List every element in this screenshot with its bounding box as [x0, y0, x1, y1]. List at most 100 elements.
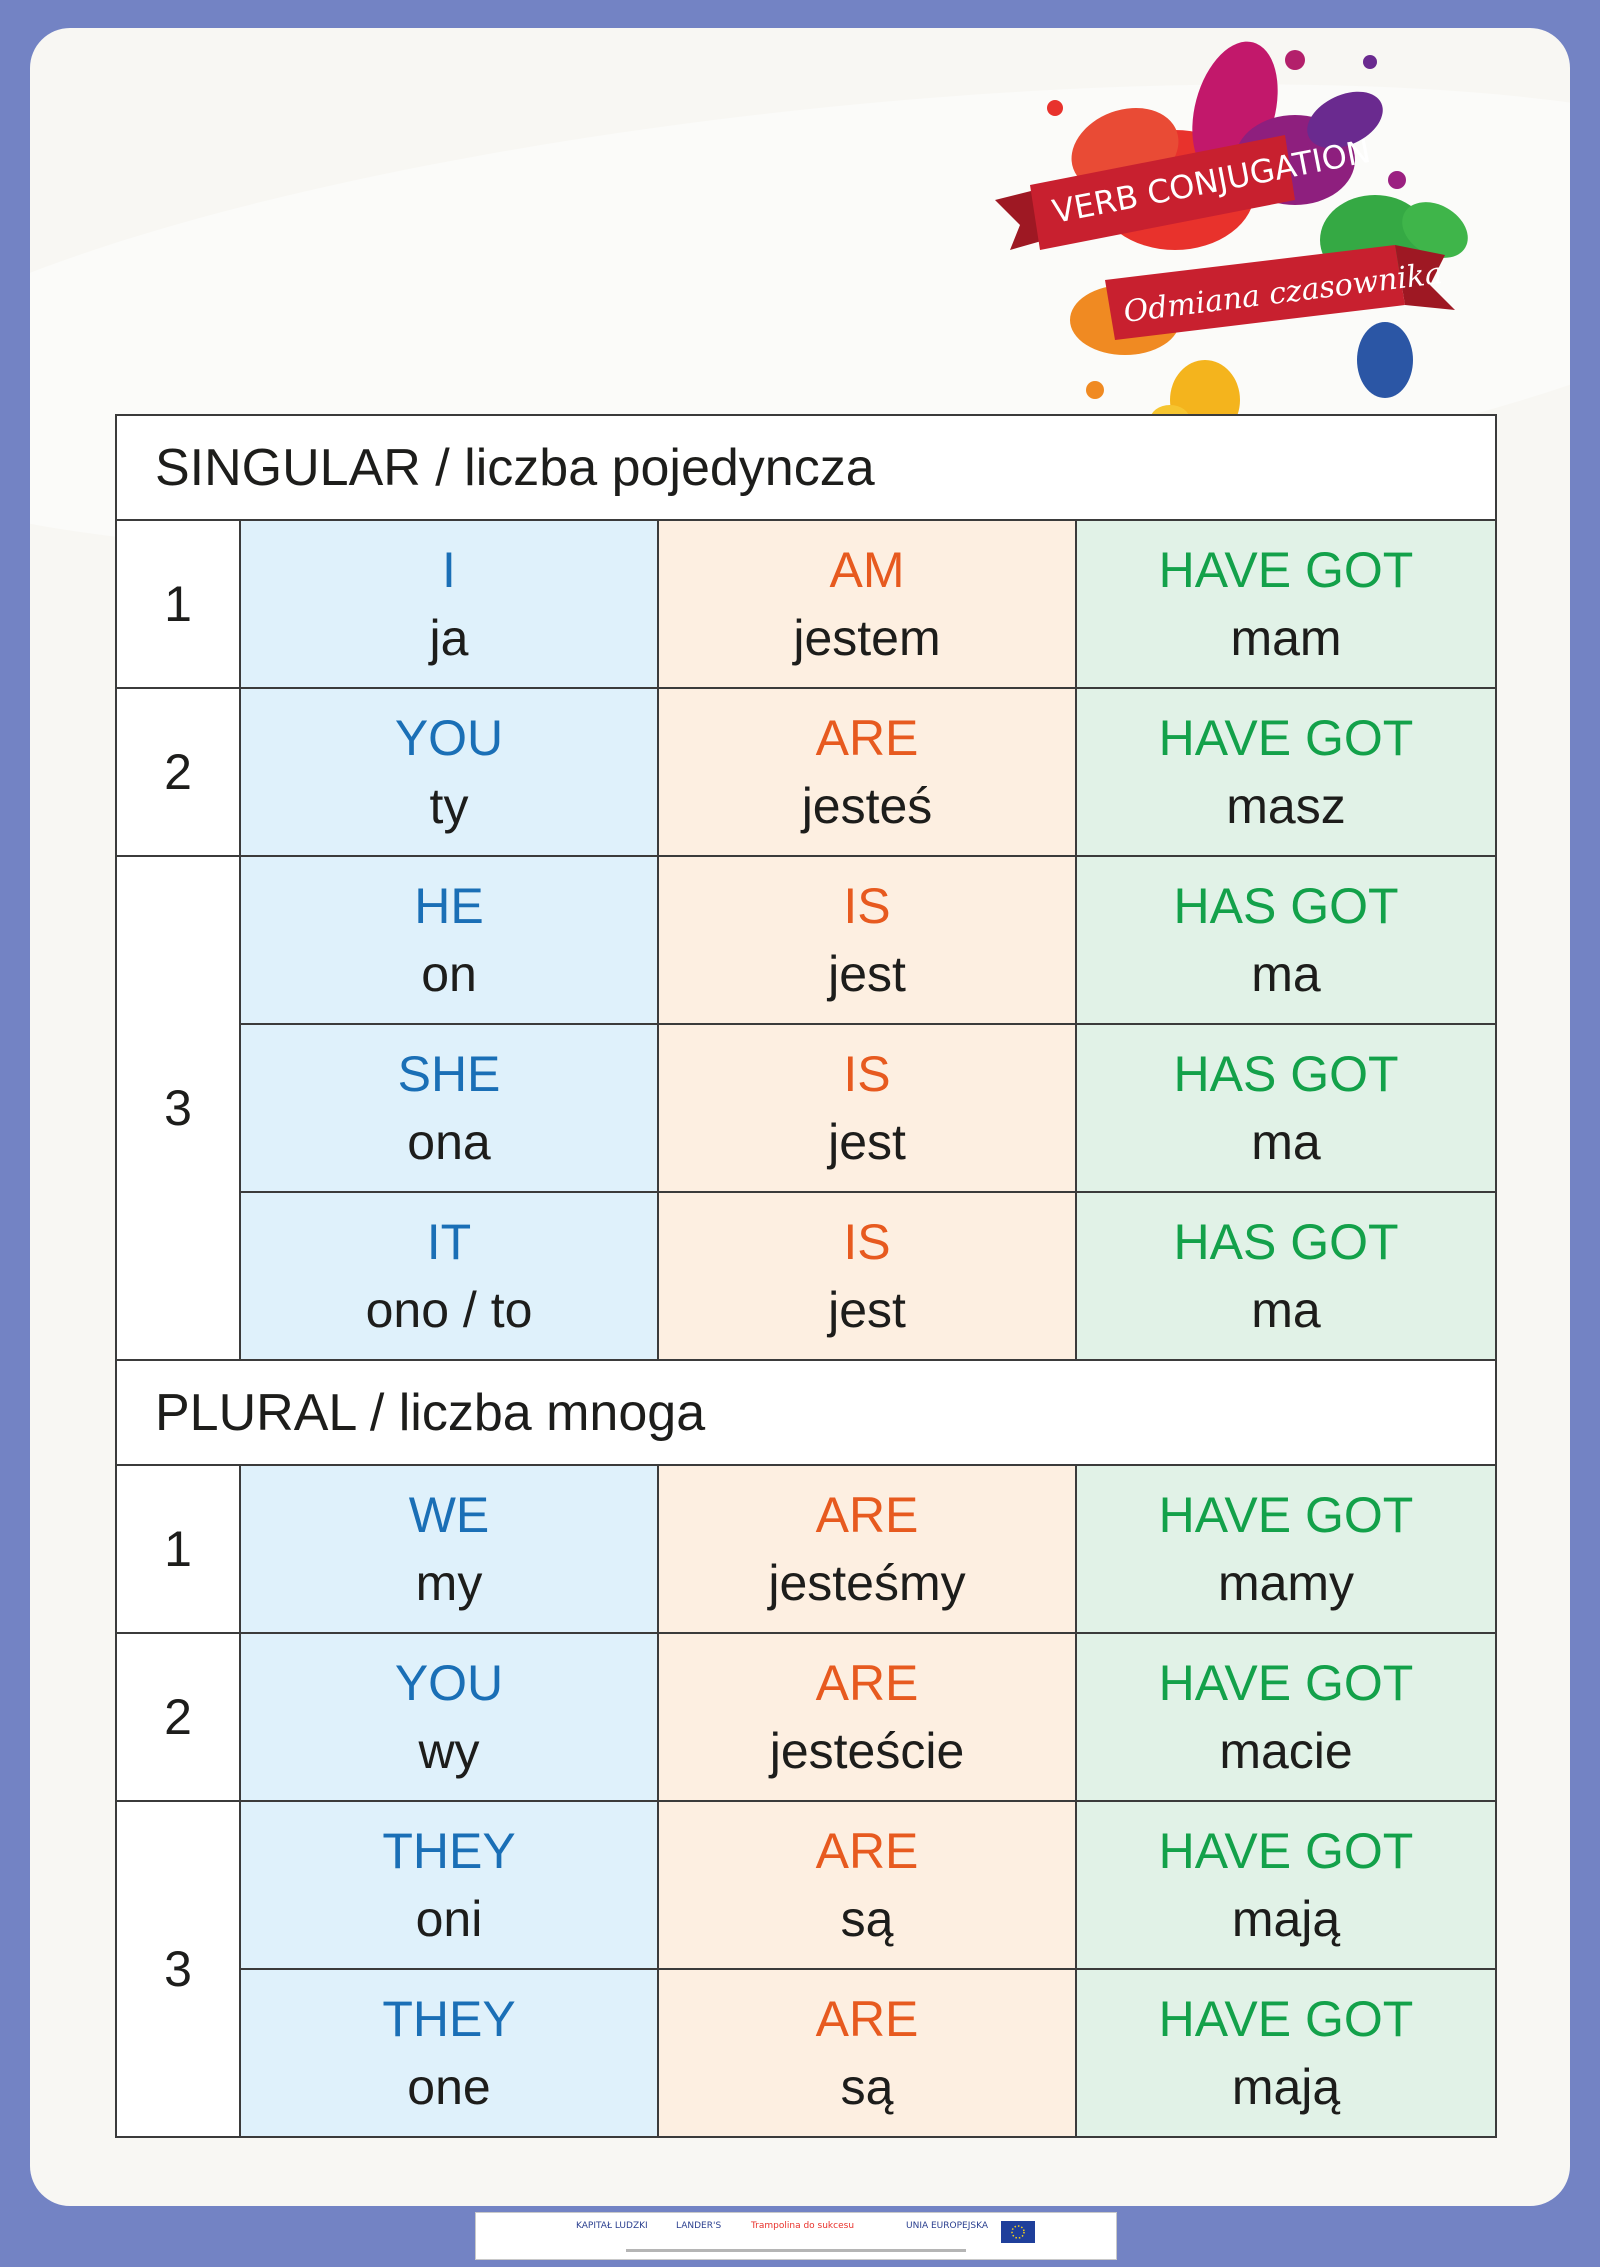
- pronoun-cell: I ja: [239, 519, 659, 689]
- to-be-english: IS: [843, 878, 891, 934]
- have-got-english: HAVE GOT: [1158, 542, 1414, 598]
- to-be-polish: są: [840, 2059, 894, 2115]
- pronoun-english: HE: [414, 878, 484, 934]
- to-be-english: ARE: [815, 1655, 919, 1711]
- conjugation-table: SINGULAR / liczba pojedyncza 1 I ja AM j…: [114, 414, 1498, 2138]
- to-be-polish: jesteście: [769, 1723, 965, 1779]
- have-got-english: HAVE GOT: [1158, 1487, 1414, 1543]
- have-got-polish: ma: [1251, 1282, 1321, 1338]
- pronoun-english: SHE: [397, 1046, 501, 1102]
- table-row: 1 WE my ARE jesteśmy HAVE GOT mamy: [115, 1464, 1498, 1634]
- pronoun-english: THEY: [382, 1823, 516, 1879]
- landers-logo: LANDER'S: [676, 2221, 722, 2231]
- have-got-cell: HAVE GOT masz: [1074, 687, 1498, 857]
- to-be-english: AM: [829, 542, 905, 598]
- to-be-cell: ARE są: [657, 1968, 1077, 2138]
- pronoun-polish: ono / to: [365, 1282, 533, 1338]
- pronoun-polish: wy: [418, 1723, 480, 1779]
- person-number: 3: [115, 855, 241, 1361]
- have-got-cell: HAVE GOT mam: [1074, 519, 1498, 689]
- have-got-cell: HAS GOT ma: [1074, 855, 1498, 1025]
- have-got-english: HAVE GOT: [1158, 710, 1414, 766]
- pronoun-cell: YOU wy: [239, 1632, 659, 1802]
- to-be-cell: ARE są: [657, 1800, 1077, 1970]
- pronoun-english: WE: [408, 1487, 490, 1543]
- table-row: 2 YOU wy ARE jesteście HAVE GOT macie: [115, 1632, 1498, 1802]
- pronoun-english: THEY: [382, 1991, 516, 2047]
- paint-splash-icon: [1047, 41, 1468, 440]
- to-be-english: IS: [843, 1214, 891, 1270]
- have-got-english: HAVE GOT: [1158, 1991, 1414, 2047]
- to-be-polish: jestem: [793, 610, 941, 666]
- to-be-english: IS: [843, 1046, 891, 1102]
- to-be-cell: IS jest: [657, 1191, 1077, 1361]
- table-row: SHE ona IS jest HAS GOT ma: [116, 1023, 1498, 1193]
- to-be-polish: jesteśmy: [768, 1555, 966, 1611]
- table-row: IT ono / to IS jest HAS GOT ma: [116, 1191, 1498, 1361]
- trampolina-logo: Trampolina do sukcesu: [751, 2221, 855, 2231]
- have-got-english: HAS GOT: [1173, 878, 1399, 934]
- pronoun-cell: SHE ona: [239, 1023, 659, 1193]
- table-row: 3 THEY oni ARE są HAVE GOT mają: [115, 1800, 1498, 2138]
- pronoun-english: YOU: [394, 710, 504, 766]
- have-got-polish: ma: [1251, 1114, 1321, 1170]
- pronoun-english: I: [442, 542, 456, 598]
- to-be-cell: IS jest: [657, 855, 1077, 1025]
- plural-header-row: PLURAL / liczba mnoga: [114, 1359, 1498, 1466]
- pronoun-polish: ona: [407, 1114, 491, 1170]
- to-be-cell: ARE jesteście: [657, 1632, 1077, 1802]
- pronoun-cell: THEY oni: [239, 1800, 659, 1970]
- pronoun-english: YOU: [394, 1655, 504, 1711]
- singular-header: SINGULAR / liczba pojedyncza: [114, 414, 1498, 521]
- person-number: 2: [115, 687, 241, 857]
- to-be-english: ARE: [815, 1487, 919, 1543]
- table-row: 3 HE on IS jest HAS GOT ma: [115, 855, 1498, 1361]
- pronoun-polish: my: [415, 1555, 483, 1611]
- to-be-cell: ARE jesteś: [657, 687, 1077, 857]
- have-got-cell: HAS GOT ma: [1074, 1191, 1498, 1361]
- pronoun-cell: YOU ty: [239, 687, 659, 857]
- to-be-cell: ARE jesteśmy: [657, 1464, 1077, 1634]
- pronoun-polish: on: [421, 946, 477, 1002]
- to-be-polish: jest: [828, 1114, 906, 1170]
- fine-print-line: [626, 2249, 966, 2252]
- plural-header: PLURAL / liczba mnoga: [114, 1359, 1498, 1466]
- have-got-cell: HAVE GOT mamy: [1074, 1464, 1498, 1634]
- pronoun-polish: ja: [429, 610, 469, 666]
- to-be-polish: są: [840, 1891, 894, 1947]
- have-got-polish: macie: [1219, 1723, 1353, 1779]
- have-got-cell: HAVE GOT mają: [1074, 1800, 1498, 1970]
- pronoun-cell: IT ono / to: [239, 1191, 659, 1361]
- singular-header-row: SINGULAR / liczba pojedyncza: [114, 414, 1498, 521]
- to-be-english: ARE: [815, 710, 919, 766]
- have-got-english: HAS GOT: [1173, 1046, 1399, 1102]
- have-got-english: HAVE GOT: [1158, 1655, 1414, 1711]
- to-be-english: ARE: [815, 1823, 919, 1879]
- person-number: 1: [115, 1464, 241, 1634]
- person-number: 1: [115, 519, 241, 689]
- to-be-polish: jest: [828, 946, 906, 1002]
- to-be-cell: IS jest: [657, 1023, 1077, 1193]
- pronoun-cell: WE my: [239, 1464, 659, 1634]
- pronoun-polish: oni: [415, 1891, 483, 1947]
- have-got-polish: mamy: [1217, 1555, 1355, 1611]
- have-got-english: HAVE GOT: [1158, 1823, 1414, 1879]
- eu-flag-icon: [1001, 2221, 1035, 2243]
- have-got-polish: masz: [1226, 778, 1346, 834]
- table-row: THEY one ARE są HAVE GOT mają: [116, 1968, 1498, 2138]
- sponsor-logo-strip: KAPITAŁ LUDZKI LANDER'S Trampolina do su…: [475, 2212, 1117, 2260]
- to-be-polish: jest: [828, 1282, 906, 1338]
- person-number: 2: [115, 1632, 241, 1802]
- table-row: 1 I ja AM jestem HAVE GOT mam: [115, 519, 1498, 689]
- have-got-polish: mają: [1231, 1891, 1341, 1947]
- have-got-cell: HAS GOT ma: [1074, 1023, 1498, 1193]
- pronoun-polish: ty: [429, 778, 469, 834]
- to-be-polish: jesteś: [801, 778, 933, 834]
- pronoun-polish: one: [407, 2059, 491, 2115]
- verb-conjugation-badge: VERB CONJUGATION Odmiana czasownika: [995, 41, 1468, 440]
- eu-logo: UNIA EUROPEJSKA: [906, 2221, 988, 2231]
- to-be-english: ARE: [815, 1991, 919, 2047]
- have-got-cell: HAVE GOT mają: [1074, 1968, 1498, 2138]
- to-be-cell: AM jestem: [657, 519, 1077, 689]
- have-got-polish: mam: [1230, 610, 1342, 666]
